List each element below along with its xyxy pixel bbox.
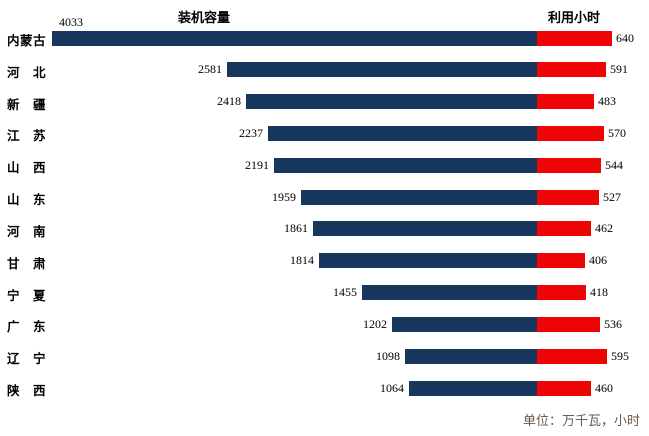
capacity-value: 4033 [59,15,83,29]
hours-bar [537,349,607,364]
category-label: 宁 夏 [7,288,47,303]
category-label: 山 东 [7,193,47,208]
hours-value: 527 [603,190,621,204]
hours-value: 536 [604,317,622,331]
category-label: 甘 肃 [7,256,47,271]
capacity-bar [227,62,537,77]
hours-bar [537,285,586,300]
hours-value: 462 [595,221,613,235]
hours-bar [537,317,600,332]
capacity-value: 2581 [198,62,222,76]
category-label: 内蒙古 [7,34,47,48]
capacity-bar [274,158,537,173]
capacity-bar [52,31,537,46]
capacity-bar [409,381,537,396]
category-label: 山 西 [7,161,47,176]
right-series-title: 利用小时 [548,10,601,25]
hours-value: 544 [605,158,623,172]
capacity-value: 1455 [333,285,357,299]
capacity-value: 1861 [284,221,308,235]
category-label: 河 南 [7,224,47,239]
capacity-bar [362,285,537,300]
hours-bar [537,381,591,396]
capacity-value: 2191 [245,158,269,172]
capacity-bar [313,221,537,236]
capacity-bar [319,253,537,268]
category-label: 辽 宁 [7,352,47,367]
capacity-bar [392,317,537,332]
capacity-bar [405,349,537,364]
category-label: 新 疆 [7,97,47,112]
hours-value: 570 [608,126,626,140]
hours-bar [537,190,599,205]
hours-value: 640 [616,31,634,45]
left-series-title: 装机容量 [178,10,231,25]
category-label: 河 北 [7,65,47,80]
hours-value: 483 [598,94,616,108]
hours-value: 406 [589,253,607,267]
capacity-value: 1098 [376,349,400,363]
unit-note: 单位：万千瓦，小时 [522,413,640,428]
hours-bar [537,94,594,109]
capacity-bar [301,190,537,205]
hours-bar [537,126,604,141]
capacity-value: 1064 [380,381,404,395]
capacity-value: 2418 [217,94,241,108]
hours-value: 591 [610,62,628,76]
capacity-value: 1202 [363,317,387,331]
capacity-bar [246,94,537,109]
hours-bar [537,253,585,268]
capacity-bar [268,126,537,141]
hours-value: 418 [590,285,608,299]
hours-value: 595 [611,349,629,363]
category-label: 广 东 [7,320,47,335]
category-label: 江 苏 [7,129,47,144]
hours-bar [537,221,591,236]
capacity-value: 1814 [290,253,314,267]
hours-value: 460 [595,381,613,395]
capacity-value: 2237 [239,126,263,140]
hours-bar [537,31,612,46]
hours-bar [537,62,606,77]
hours-bar [537,158,601,173]
category-label: 陕 西 [7,384,47,399]
capacity-value: 1959 [272,190,296,204]
